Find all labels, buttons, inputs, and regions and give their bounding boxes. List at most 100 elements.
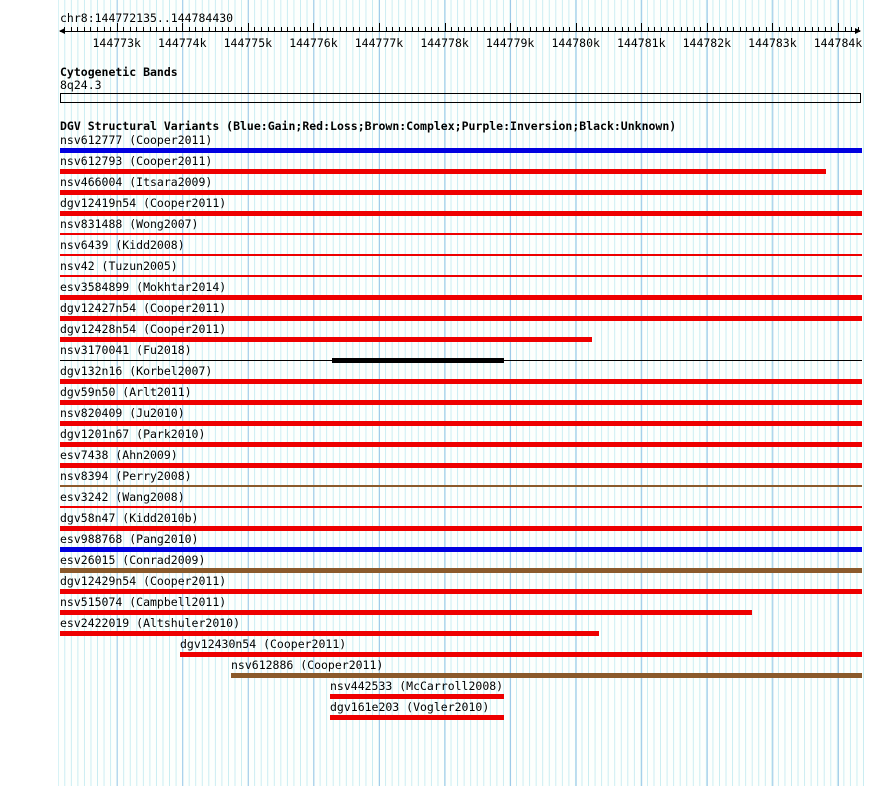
variant-bar[interactable] (60, 463, 862, 468)
variant-label[interactable]: nsv612886 (Cooper2011) (231, 658, 384, 672)
variant-label[interactable]: dgv132n16 (Korbel2007) (60, 364, 213, 378)
variant-label[interactable]: esv3242 (Wang2008) (60, 490, 185, 504)
ruler-tick-minor (687, 27, 689, 31)
variant-bar[interactable] (60, 485, 862, 487)
variant-bar[interactable] (60, 148, 862, 153)
plot-area: chr8:144772135..144784430 144773k 144774k… (58, 0, 864, 786)
variant-bar[interactable] (60, 526, 862, 531)
variant-label[interactable]: nsv42 (Tuzun2005) (60, 259, 178, 273)
variant-label[interactable]: nsv820409 (Ju2010) (60, 406, 185, 420)
variant-bar[interactable] (60, 610, 752, 615)
ruler-tick-minor (503, 27, 505, 31)
variant-bar[interactable] (60, 547, 862, 552)
variant-bar[interactable] (332, 358, 504, 363)
ruler-tick-minor (280, 27, 282, 31)
ruler-tick-minor (582, 27, 584, 31)
variant-label[interactable]: dgv58n47 (Kidd2010b) (60, 511, 199, 525)
variant-bar[interactable] (60, 589, 862, 594)
variant-row: nsv612886 (Cooper2011) (58, 659, 864, 680)
ruler-tick-minor (77, 27, 79, 31)
variant-label[interactable]: nsv8394 (Perry2008) (60, 469, 192, 483)
ruler-tick-minor (411, 27, 413, 31)
cytoband-band-box[interactable] (60, 93, 861, 103)
ruler-tick-minor (556, 27, 558, 31)
variant-row: esv7438 (Ahn2009) (58, 449, 864, 470)
ruler-tick-label: 144775k (223, 36, 273, 50)
ruler-tick-minor (293, 27, 295, 31)
ruler-tick-minor (438, 27, 439, 31)
variant-bar[interactable] (60, 295, 862, 300)
ruler-tick-minor (156, 27, 158, 31)
variant-bar[interactable] (60, 442, 862, 447)
variant-row: nsv442533 (McCarroll2008) (58, 680, 864, 701)
variant-label[interactable]: esv26015 (Conrad2009) (60, 553, 206, 567)
ruler-tick-minor (608, 27, 610, 31)
ruler-tick-minor (759, 27, 761, 31)
ruler-tick-major (116, 23, 118, 31)
variant-bar[interactable] (60, 169, 826, 174)
variant-row: nsv42 (Tuzun2005) (58, 260, 864, 281)
variant-label[interactable]: nsv3170041 (Fu2018) (60, 343, 192, 357)
variant-bar[interactable] (60, 631, 599, 636)
variant-bar[interactable] (60, 211, 862, 216)
ruler-tick-minor (188, 27, 190, 31)
variant-label[interactable]: nsv6439 (Kidd2008) (60, 238, 185, 252)
variant-row: esv3242 (Wang2008) (58, 491, 864, 512)
ruler-tick-minor (647, 27, 649, 31)
ruler-tick-minor (739, 27, 741, 31)
variant-label[interactable]: nsv442533 (McCarroll2008) (330, 679, 504, 693)
variant-bar[interactable] (60, 316, 862, 321)
ruler-tick-minor (385, 27, 387, 31)
variant-label[interactable]: nsv612793 (Cooper2011) (60, 154, 213, 168)
ruler-tick-minor (857, 27, 859, 31)
ruler-tick-minor (746, 27, 748, 31)
variant-bar[interactable] (60, 275, 862, 277)
variant-label[interactable]: esv3584899 (Mokhtar2014) (60, 280, 227, 294)
ruler-tick-minor (83, 27, 85, 31)
variant-row: nsv612777 (Cooper2011) (58, 134, 864, 155)
variant-bar[interactable] (60, 379, 862, 384)
variant-label[interactable]: esv7438 (Ahn2009) (60, 448, 178, 462)
variant-label[interactable]: dgv12428n54 (Cooper2011) (60, 322, 227, 336)
ruler-tick-minor (129, 27, 131, 31)
variant-bar[interactable] (60, 568, 862, 573)
variant-label[interactable]: dgv161e203 (Vogler2010) (330, 700, 490, 714)
variant-label[interactable]: esv988768 (Pang2010) (60, 532, 199, 546)
ruler-tick-minor (287, 27, 289, 31)
variant-label[interactable]: nsv612777 (Cooper2011) (60, 133, 213, 147)
ruler-tick-minor (536, 27, 538, 31)
variant-label[interactable]: dgv12429n54 (Cooper2011) (60, 574, 227, 588)
variant-bar[interactable] (231, 673, 862, 678)
variant-bar[interactable] (330, 694, 504, 699)
variant-bar[interactable] (60, 506, 862, 508)
variant-label[interactable]: dgv12427n54 (Cooper2011) (60, 301, 227, 315)
ruler-tick-minor (700, 27, 702, 31)
cytoband-section-title: Cytogenetic Bands (60, 65, 178, 79)
variant-label[interactable]: dgv1201n67 (Park2010) (60, 427, 206, 441)
variant-bar[interactable] (330, 715, 504, 720)
variant-bar[interactable] (60, 254, 862, 256)
variant-bar[interactable] (60, 337, 592, 342)
variant-label[interactable]: dgv12419n54 (Cooper2011) (60, 196, 227, 210)
variant-bar[interactable] (60, 400, 862, 405)
variant-bar[interactable] (60, 190, 862, 195)
variant-label[interactable]: dgv59n50 (Arlt2011) (60, 385, 192, 399)
ruler-tick-minor (464, 27, 466, 31)
ruler-tick-minor (221, 27, 223, 31)
variant-label[interactable]: nsv831488 (Wong2007) (60, 217, 199, 231)
ruler-tick-minor (359, 27, 361, 31)
variant-row: nsv612793 (Cooper2011) (58, 155, 864, 176)
variant-bar[interactable] (180, 652, 862, 657)
ruler-tick-minor (615, 27, 617, 31)
ruler-tick-minor (713, 27, 715, 31)
variant-label[interactable]: nsv515074 (Campbell2011) (60, 595, 227, 609)
variant-label[interactable]: nsv466004 (Itsara2009) (60, 175, 213, 189)
variant-bar[interactable] (60, 233, 862, 235)
ruler-axis (59, 28, 861, 34)
variant-label[interactable]: dgv12430n54 (Cooper2011) (180, 637, 347, 651)
variant-row: dgv59n50 (Arlt2011) (58, 386, 864, 407)
ruler-tick-major (378, 23, 380, 31)
variant-label[interactable]: esv2422019 (Altshuler2010) (60, 616, 241, 630)
ruler-tick-minor (588, 27, 590, 31)
variant-bar[interactable] (60, 421, 862, 426)
